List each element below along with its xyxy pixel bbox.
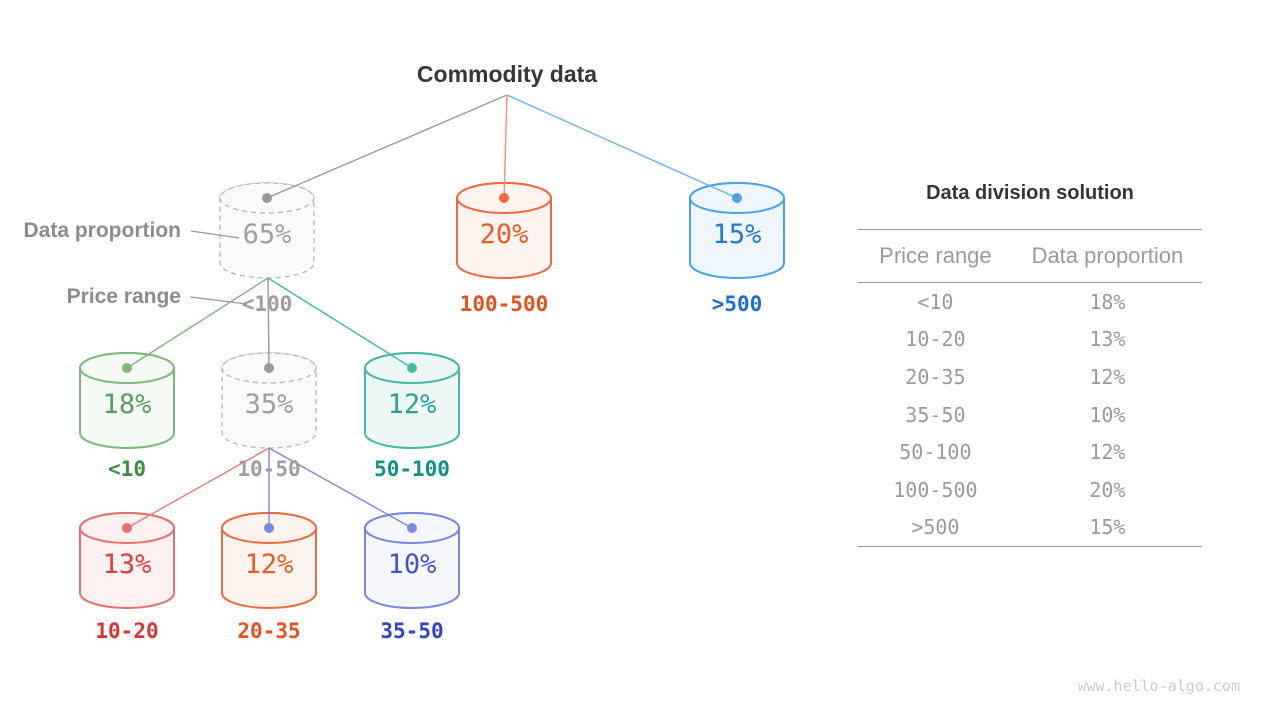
cell-data-proportion: 18% <box>1089 289 1126 314</box>
table-row: 35-50 10% <box>858 396 1202 434</box>
node-100-500-cylinder <box>456 182 552 279</box>
site-watermark: www.hello-algo.com <box>1077 677 1240 695</box>
table-body: <10 18% 10-20 13% 20-35 12% 35-50 10% 50… <box>858 283 1202 548</box>
cell-data-proportion: 13% <box>1089 327 1126 352</box>
node-100-500-proportion: 20% <box>480 219 529 250</box>
node-lt10-proportion: 18% <box>103 389 152 420</box>
connector-dot <box>732 193 742 203</box>
cell-price-range: 100-500 <box>893 477 978 502</box>
node-35-50-proportion: 10% <box>388 549 437 580</box>
table-row: 100-500 20% <box>858 471 1202 509</box>
edge-root-gt500 <box>506 94 738 199</box>
node-50-100-cylinder <box>364 352 460 449</box>
annotation-pointers <box>189 230 248 305</box>
cell-price-range: 10-20 <box>905 327 966 352</box>
edge-lt100-50-100 <box>267 277 413 369</box>
table-row: <10 18% <box>858 283 1202 321</box>
column-header-price-range: Price range <box>879 243 992 268</box>
tree-edges <box>126 94 738 529</box>
node-20-35-cylinder <box>221 512 317 609</box>
node-lt100-proportion: 65% <box>243 219 292 250</box>
node-10-20-range: 10-20 <box>95 619 158 643</box>
table-header: Price range Data proportion <box>858 229 1202 283</box>
node-10-50-range: 10-50 <box>237 457 300 481</box>
node-35-50-range: 35-50 <box>380 619 443 643</box>
node-100-500-range: 100-500 <box>460 292 549 316</box>
table-row: 50-100 12% <box>858 433 1202 471</box>
node-10-50-proportion: 35% <box>245 389 294 420</box>
cell-price-range: 50-100 <box>899 440 972 465</box>
node-20-35-proportion: 12% <box>245 549 294 580</box>
connector-dot <box>499 193 509 203</box>
label-price-range: Price range <box>67 285 181 308</box>
table-row: 10-20 13% <box>858 321 1202 359</box>
edge-lt100-10-50 <box>267 277 270 369</box>
node-10-20-proportion: 13% <box>103 549 152 580</box>
cell-data-proportion: 20% <box>1089 477 1126 502</box>
connector-dot <box>262 193 272 203</box>
node-50-100-proportion: 12% <box>388 389 437 420</box>
edge-root-lt100 <box>266 94 508 199</box>
cell-price-range: <10 <box>917 289 954 314</box>
node-gt500-proportion: 15% <box>713 219 762 250</box>
table-title: Data division solution <box>926 182 1134 204</box>
cell-price-range: 20-35 <box>905 364 966 389</box>
node-lt100-range: <100 <box>242 292 293 316</box>
cell-price-range: 35-50 <box>905 402 966 427</box>
pointer-price-range <box>189 296 248 305</box>
table-row: >500 15% <box>858 509 1202 547</box>
node-20-35-range: 20-35 <box>237 619 300 643</box>
node-gt500-range: >500 <box>712 292 763 316</box>
label-data-proportion: Data proportion <box>24 219 182 242</box>
node-50-100-range: 50-100 <box>374 457 450 481</box>
node-lt10-range: <10 <box>108 457 146 481</box>
data-division-table: Data division solution Price range Data … <box>858 181 1202 548</box>
connector-dot <box>264 363 274 373</box>
connector-dot <box>122 523 132 533</box>
connector-dots <box>122 193 742 533</box>
edge-root-100-500 <box>503 94 508 199</box>
edge-lt100-lt10 <box>126 277 269 369</box>
cell-data-proportion: 10% <box>1089 402 1126 427</box>
edge-10-50-10-20 <box>126 447 270 529</box>
connector-dot <box>122 363 132 373</box>
edge-10-50-35-50 <box>268 447 413 529</box>
pointer-data-proportion <box>190 230 240 239</box>
table-row: 20-35 12% <box>858 358 1202 396</box>
diagram-title: Commodity data <box>417 61 597 87</box>
connector-dot <box>264 523 274 533</box>
column-header-data-proportion: Data proportion <box>1031 243 1184 268</box>
cell-data-proportion: 12% <box>1089 440 1126 465</box>
connector-dot <box>407 523 417 533</box>
connector-dot <box>407 363 417 373</box>
cell-data-proportion: 12% <box>1089 364 1126 389</box>
cell-price-range: >500 <box>911 515 960 540</box>
cell-data-proportion: 15% <box>1089 515 1126 540</box>
